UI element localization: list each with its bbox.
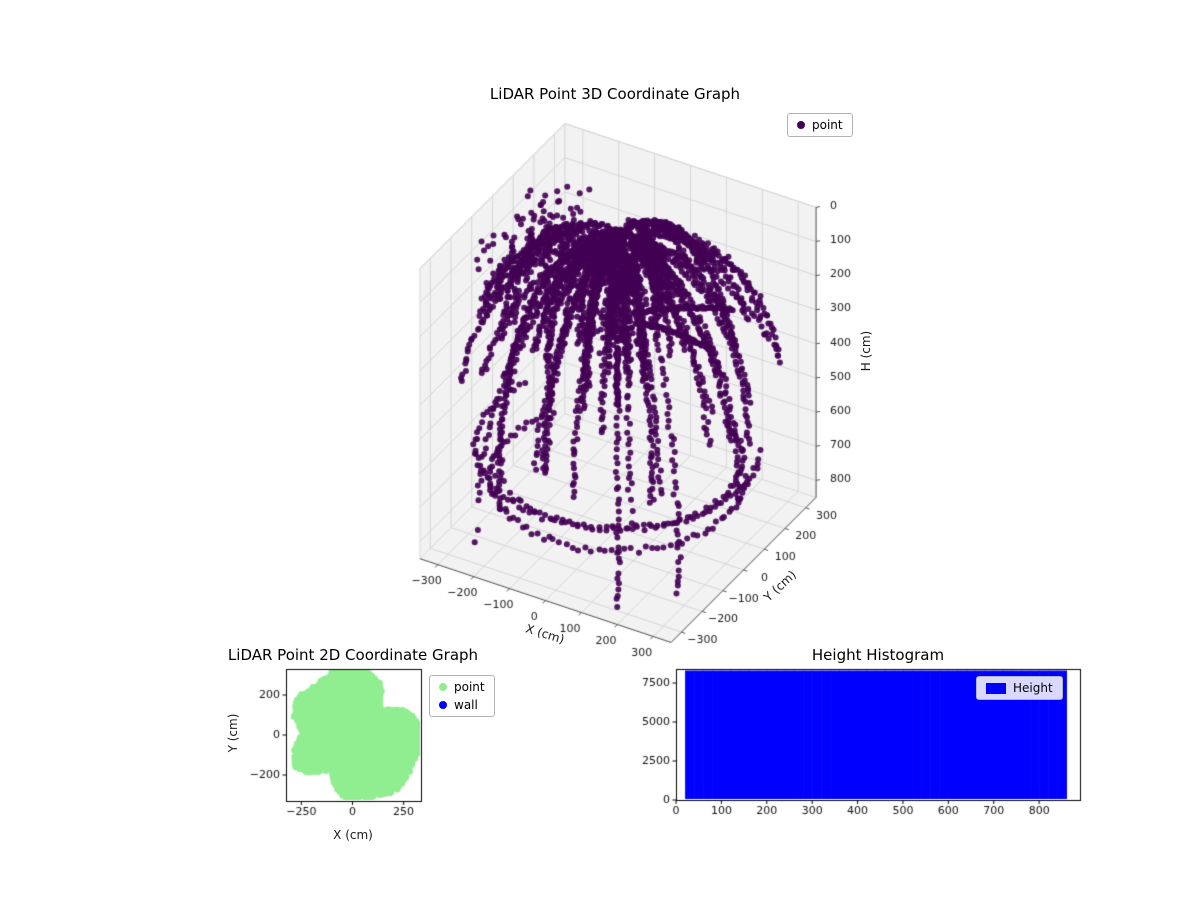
- histogram-title: Height Histogram: [811, 646, 945, 664]
- height-patch-icon: [986, 682, 1006, 694]
- point-marker-icon: [439, 683, 447, 691]
- chart2d-title: LiDAR Point 2D Coordinate Graph: [227, 646, 479, 664]
- legend-label-wall: wall: [454, 698, 478, 712]
- legend-label-point: point: [454, 680, 485, 694]
- legend-item-point: point: [797, 118, 843, 132]
- histogram-legend: Height: [976, 676, 1063, 700]
- legend-item-point: point: [439, 680, 485, 694]
- wall-marker-icon: [439, 701, 447, 709]
- point-marker-icon: [797, 121, 805, 129]
- chart3d-legend: point: [787, 113, 853, 137]
- legend-label-height: Height: [1013, 681, 1053, 695]
- legend-item-wall: wall: [439, 698, 485, 712]
- chart3d-z-axis-label: H (cm): [859, 330, 873, 372]
- chart2d-y-axis-label: Y (cm): [226, 713, 240, 753]
- chart2d-x-axis-label: X (cm): [333, 828, 373, 842]
- legend-label-point: point: [812, 118, 843, 132]
- chart3d-title: LiDAR Point 3D Coordinate Graph: [489, 85, 741, 103]
- chart2d-legend: point wall: [429, 675, 495, 717]
- legend-item-height: Height: [986, 681, 1053, 695]
